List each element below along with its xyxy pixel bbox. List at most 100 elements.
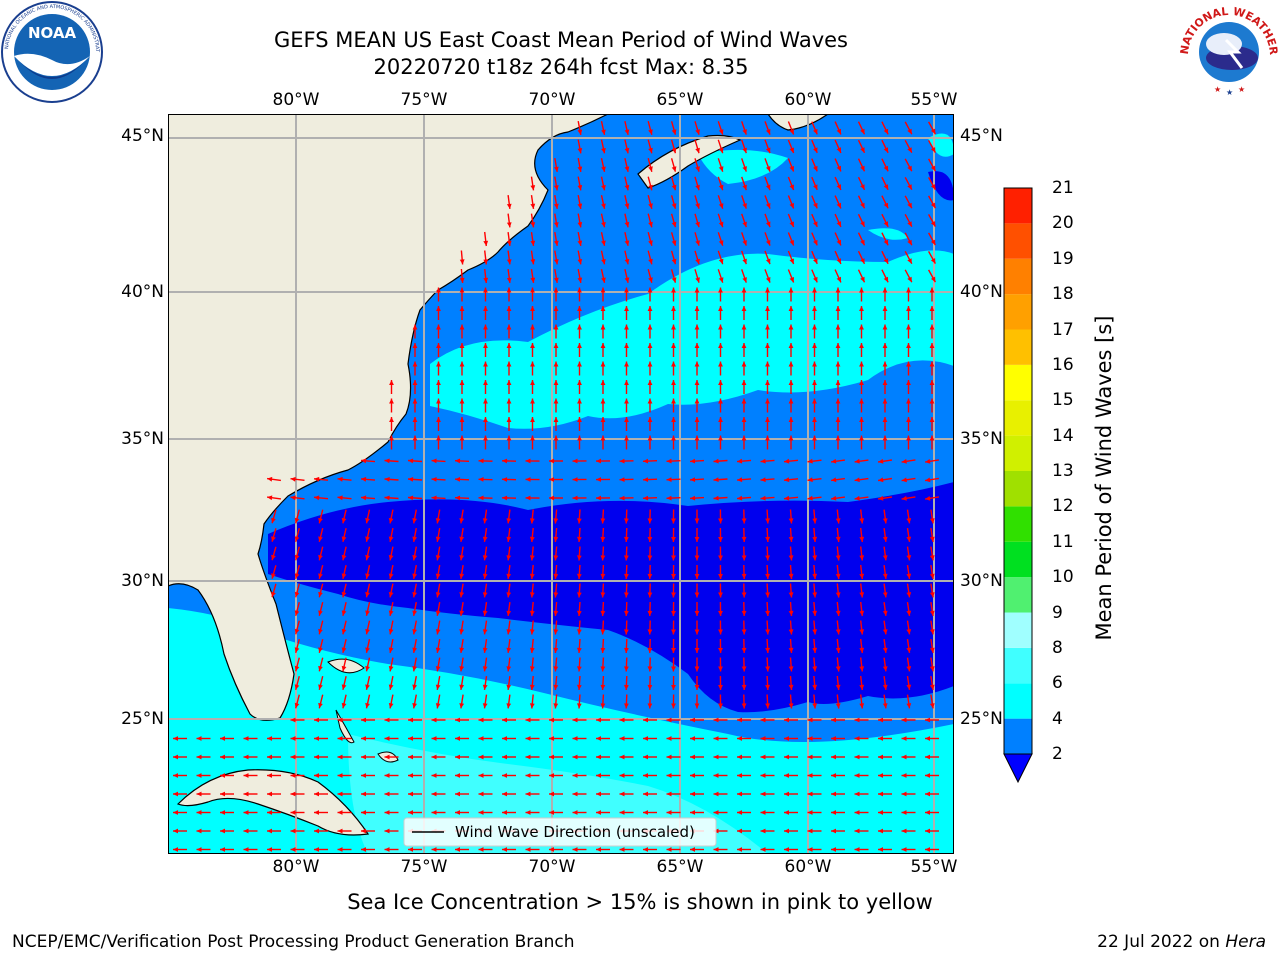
wind-arrow-head <box>506 240 512 246</box>
wind-arrow-head <box>577 518 582 524</box>
wind-arrow-head <box>525 495 531 501</box>
wind-arrow-head <box>314 717 319 723</box>
wind-arrow-head <box>765 610 770 616</box>
ice-note-text: Sea Ice Concentration > 15% is shown in … <box>347 890 933 914</box>
wind-arrow-head <box>624 555 629 561</box>
wind-arrow-head <box>765 435 770 441</box>
wind-arrow-head <box>671 240 677 246</box>
wind-arrow-head <box>831 828 836 834</box>
colorbar <box>1003 187 1033 784</box>
wind-arrow-head <box>365 591 370 598</box>
colorbar-tick-label: 16 <box>1052 354 1074 375</box>
wind-arrow-head <box>878 773 883 778</box>
wind-arrow-head <box>784 477 790 483</box>
wind-arrow-head <box>506 573 512 579</box>
wind-arrow-head <box>648 166 653 172</box>
wind-arrow-head <box>294 610 300 616</box>
wind-arrow-head <box>695 147 700 154</box>
wind-arrow-head <box>925 736 930 741</box>
colorbar-tick-label: 10 <box>1052 567 1074 588</box>
wind-arrow-head <box>173 847 178 852</box>
wind-arrow-head <box>435 555 441 561</box>
wind-arrow-head <box>600 647 606 653</box>
wind-arrow-head <box>647 380 653 385</box>
wind-arrow-head <box>901 754 907 760</box>
wind-arrow-head <box>619 791 625 797</box>
wind-arrow-head <box>267 791 272 797</box>
wind-arrow-head <box>737 773 742 778</box>
wind-arrow-head <box>196 847 202 852</box>
wind-arrow-head <box>554 222 559 228</box>
wind-arrow-head <box>854 736 860 741</box>
wind-arrow-head <box>766 240 771 246</box>
wind-arrow-head <box>859 555 865 561</box>
wind-arrow-head <box>760 810 766 815</box>
wind-arrow-head <box>647 398 653 404</box>
wind-arrow-head <box>554 203 559 209</box>
wind-arrow-head <box>341 554 347 561</box>
wind-arrow-head <box>766 166 771 172</box>
wind-arrow-head <box>882 343 888 348</box>
wind-arrow-head <box>243 791 249 797</box>
wind-arrow-head <box>530 185 536 191</box>
wind-arrow-head <box>600 536 606 542</box>
wind-arrow-head <box>901 495 907 501</box>
wind-arrow-head <box>930 202 936 209</box>
wind-arrow-head <box>647 518 653 524</box>
wind-arrow-head <box>318 628 323 635</box>
wind-arrow-head <box>643 847 648 852</box>
wind-arrow-head <box>878 810 883 815</box>
wind-arrow-head <box>502 754 507 760</box>
wind-arrow-head <box>901 810 907 815</box>
wind-arrow-head <box>478 754 484 760</box>
wind-arrow-head <box>384 828 390 834</box>
wind-arrow-head <box>624 361 629 367</box>
wind-arrow-head <box>812 343 817 348</box>
wind-arrow-head <box>813 258 818 264</box>
wind-arrow-head <box>361 717 366 723</box>
wind-arrow-head <box>882 435 888 441</box>
wind-arrow-head <box>807 477 813 483</box>
wind-arrow-head <box>690 773 695 778</box>
wind-arrow-head <box>600 398 606 404</box>
wind-arrow-head <box>882 610 888 616</box>
wind-arrow-head <box>907 221 912 227</box>
wind-arrow-head <box>765 647 770 653</box>
wind-arrow-head <box>294 573 300 579</box>
wind-arrow-head <box>431 791 437 797</box>
wind-arrow-head <box>553 703 559 709</box>
wind-arrow-head <box>930 165 936 172</box>
wind-arrow-head <box>930 184 936 190</box>
colorbar-segment <box>1004 647 1032 684</box>
lat-left-label: 25°N <box>121 709 164 729</box>
wind-arrow-head <box>388 703 394 709</box>
wind-arrow-head <box>648 129 653 135</box>
wind-arrow-head <box>624 258 630 265</box>
wind-arrow-head <box>671 287 676 293</box>
wind-arrow-head <box>831 495 837 501</box>
wind-arrow-head <box>365 517 370 524</box>
wind-arrow-head <box>789 277 794 283</box>
wind-arrow-head <box>835 361 841 367</box>
wind-arrow-head <box>365 554 370 561</box>
wind-arrow-head <box>577 592 582 598</box>
wind-arrow-head <box>859 536 865 542</box>
wind-arrow-head <box>506 324 512 330</box>
wind-arrow-head <box>506 518 512 524</box>
wind-arrow-head <box>907 202 912 209</box>
wind-arrow-head <box>648 221 653 228</box>
wind-arrow-head <box>878 791 883 797</box>
colorbar-tick-label: 6 <box>1052 673 1063 694</box>
lon-top-label: 55°W <box>910 90 958 110</box>
wind-arrow-head <box>930 128 936 135</box>
wind-arrow-head <box>361 847 366 852</box>
wind-arrow-head <box>596 773 601 778</box>
wind-arrow-head <box>859 573 865 579</box>
wind-arrow-head <box>643 477 649 482</box>
wind-arrow-head <box>361 495 367 501</box>
wind-arrow-head <box>760 736 766 741</box>
wind-arrow-head <box>784 828 789 834</box>
wind-arrow-head <box>506 555 512 561</box>
wind-arrow-head <box>243 773 249 778</box>
wind-arrow-head <box>388 592 394 598</box>
